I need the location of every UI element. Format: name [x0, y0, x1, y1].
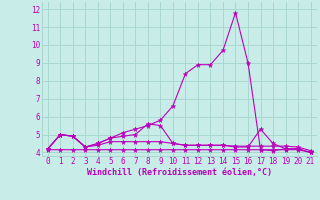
- X-axis label: Windchill (Refroidissement éolien,°C): Windchill (Refroidissement éolien,°C): [87, 168, 272, 177]
